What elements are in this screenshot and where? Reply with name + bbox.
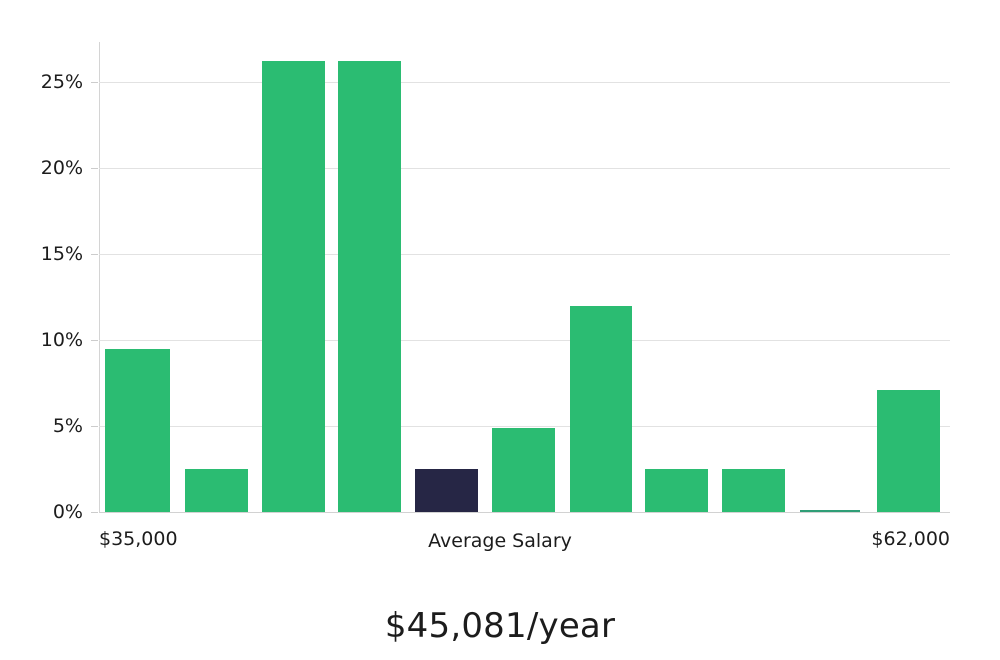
x-axis-left-label: $35,000: [99, 528, 178, 550]
y-tick-mark: [91, 340, 98, 341]
gridline-5: [99, 426, 950, 427]
gridline-10: [99, 340, 950, 341]
y-tick-label: 25%: [40, 71, 83, 93]
bar[interactable]: [492, 427, 555, 512]
y-tick-label: 20%: [40, 157, 83, 179]
y-tick-mark: [91, 426, 98, 427]
x-axis-title: Average Salary: [428, 530, 572, 552]
y-tick-mark: [91, 168, 98, 169]
y-tick-label: 15%: [40, 243, 83, 265]
y-tick-label: 10%: [40, 329, 83, 351]
bar[interactable]: [338, 61, 401, 512]
y-tick-mark: [91, 254, 98, 255]
bar[interactable]: [800, 510, 860, 512]
bar[interactable]: [645, 469, 708, 512]
y-axis-line: [99, 42, 100, 512]
average-salary-caption: $45,081/year: [384, 606, 616, 646]
bar-highlighted[interactable]: [415, 469, 478, 512]
y-tick-label: 5%: [52, 415, 83, 437]
y-tick-label: 0%: [52, 501, 83, 523]
bar[interactable]: [722, 469, 785, 512]
bar[interactable]: [570, 305, 632, 512]
gridline-15: [99, 254, 950, 255]
plot-area: [99, 42, 950, 512]
y-tick-mark: [91, 82, 98, 83]
y-tick-mark: [91, 512, 98, 513]
gridline-0: [99, 512, 950, 513]
bar[interactable]: [877, 389, 940, 512]
bar[interactable]: [185, 469, 248, 512]
bar[interactable]: [262, 61, 325, 512]
gridline-20: [99, 168, 950, 169]
bar[interactable]: [105, 348, 170, 512]
x-axis-right-label: $62,000: [871, 528, 950, 550]
gridline-25: [99, 82, 950, 83]
